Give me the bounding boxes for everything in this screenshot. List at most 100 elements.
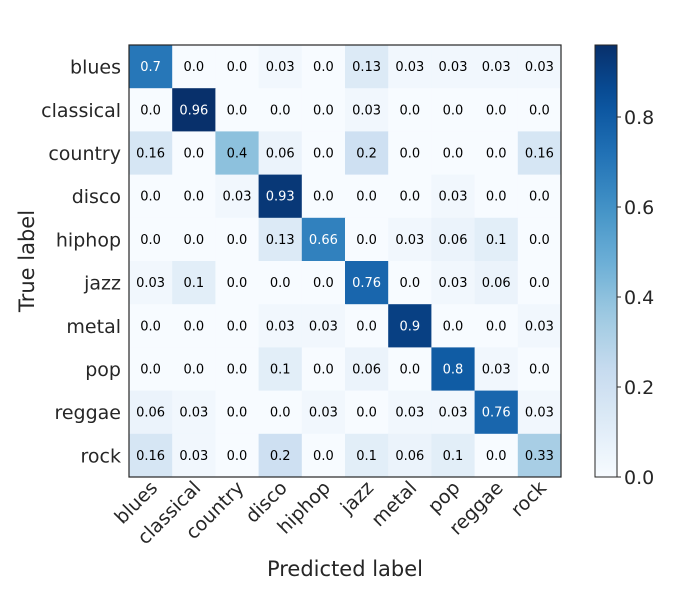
heatmap-cell (215, 174, 260, 219)
heatmap-cell (431, 347, 476, 392)
heatmap-cell (258, 217, 303, 262)
cell-value-label: 0.03 (439, 60, 468, 75)
heatmap-cell (474, 390, 519, 435)
heatmap-cell (301, 88, 346, 132)
heatmap-cell (172, 45, 216, 89)
cell-value-label: 0.03 (309, 406, 338, 421)
cell-value-label: 0.76 (482, 406, 511, 421)
heatmap-cell (474, 217, 519, 262)
y-tick-label: country (48, 143, 121, 165)
y-tick-label: metal (66, 316, 121, 338)
heatmap-cell (129, 304, 173, 348)
cell-value-label: 0.0 (313, 60, 334, 75)
heatmap-cell (388, 174, 432, 219)
cell-value-label: 0.03 (395, 406, 424, 421)
heatmap-cell (172, 131, 216, 176)
cell-value-label: 0.06 (136, 406, 165, 421)
heatmap-cell (258, 88, 303, 132)
heatmap-cell (172, 174, 216, 219)
cell-value-label: 0.0 (227, 233, 248, 248)
heatmap-cell (172, 390, 216, 435)
heatmap-cell (301, 174, 346, 219)
heatmap-cell (258, 131, 303, 176)
x-axis-title: Predicted label (267, 557, 423, 581)
cell-value-label: 0.06 (482, 276, 511, 291)
heatmap-cell (388, 45, 432, 89)
cell-value-label: 0.66 (309, 233, 338, 248)
cell-value-label: 0.03 (266, 60, 295, 75)
heatmap-cell (517, 131, 562, 176)
heatmap-cell (215, 304, 260, 348)
cell-value-label: 0.03 (136, 276, 165, 291)
heatmap-cells (129, 45, 562, 478)
heatmap-cell (474, 174, 519, 219)
cell-value-label: 0.03 (223, 190, 252, 205)
cell-value-label: 0.03 (525, 319, 554, 334)
heatmap-cell (431, 131, 476, 176)
heatmap-cell (129, 390, 173, 435)
heatmap-cell (431, 217, 476, 262)
cell-value-label: 0.1 (270, 363, 291, 378)
heatmap-cell (129, 433, 173, 478)
colorbar-tick-label: 0.6 (624, 197, 654, 219)
cell-value-label: 0.0 (313, 190, 334, 205)
cell-value-label: 0.0 (356, 319, 377, 334)
cell-value-label: 0.03 (439, 276, 468, 291)
cell-value-label: 0.0 (270, 103, 291, 118)
heatmap-cell (517, 304, 562, 348)
cell-value-label: 0.0 (227, 60, 248, 75)
cell-value-label: 0.0 (443, 319, 464, 334)
cell-value-label: 0.0 (529, 363, 550, 378)
cell-value-label: 0.0 (399, 363, 420, 378)
cell-value-label: 0.0 (313, 276, 334, 291)
heatmap-cell (517, 45, 562, 89)
heatmap-cell (345, 88, 389, 132)
heatmap-cell (345, 347, 389, 392)
colorbar (594, 44, 618, 478)
colorbar-tick-labels: 0.0 0.2 0.4 0.6 0.8 (617, 107, 654, 489)
heatmap-cell (388, 304, 432, 348)
cell-value-label: 0.1 (183, 276, 204, 291)
cell-value-label: 0.0 (486, 147, 507, 162)
cell-value-label: 0.1 (443, 449, 464, 464)
cell-value-label: 0.0 (227, 406, 248, 421)
heatmap-cell (215, 131, 260, 176)
heatmap-cell (129, 261, 173, 305)
colorbar-tick-label: 0.4 (624, 287, 654, 309)
heatmap-cell (301, 433, 346, 478)
heatmap-cell (517, 217, 562, 262)
cell-value-label: 0.0 (270, 406, 291, 421)
cell-value-label: 0.8 (443, 363, 464, 378)
heatmap-cell (388, 261, 432, 305)
heatmap-cell (172, 88, 216, 132)
heatmap-cell (301, 347, 346, 392)
heatmap-cell (517, 433, 562, 478)
heatmap-cell (388, 433, 432, 478)
cell-value-label: 0.0 (227, 319, 248, 334)
cell-value-label: 0.13 (352, 60, 381, 75)
heatmap-cell (129, 131, 173, 176)
y-tick-label: blues (70, 57, 121, 79)
cell-value-label: 0.2 (270, 449, 291, 464)
cell-value-label: 0.03 (266, 319, 295, 334)
cell-value-label: 0.2 (356, 147, 377, 162)
heatmap-cell (301, 304, 346, 348)
cell-value-label: 0.03 (395, 233, 424, 248)
y-tick-label: reggae (54, 402, 121, 424)
heatmap-cell (258, 390, 303, 435)
cell-value-label: 0.13 (266, 233, 295, 248)
heatmap-cell (517, 390, 562, 435)
cell-value-label: 0.93 (266, 190, 295, 205)
cell-value-label: 0.0 (399, 147, 420, 162)
heatmap-cell (172, 304, 216, 348)
colorbar-tick-label: 0.0 (624, 467, 654, 489)
heatmap-cell (517, 88, 562, 132)
heatmap-cell (345, 45, 389, 89)
heatmap-cell (258, 174, 303, 219)
heatmap-cell (345, 390, 389, 435)
cell-value-label: 0.0 (399, 276, 420, 291)
heatmap-cell (172, 347, 216, 392)
heatmap-cell (517, 347, 562, 392)
heatmap-cell (431, 433, 476, 478)
heatmap-cell (129, 174, 173, 219)
